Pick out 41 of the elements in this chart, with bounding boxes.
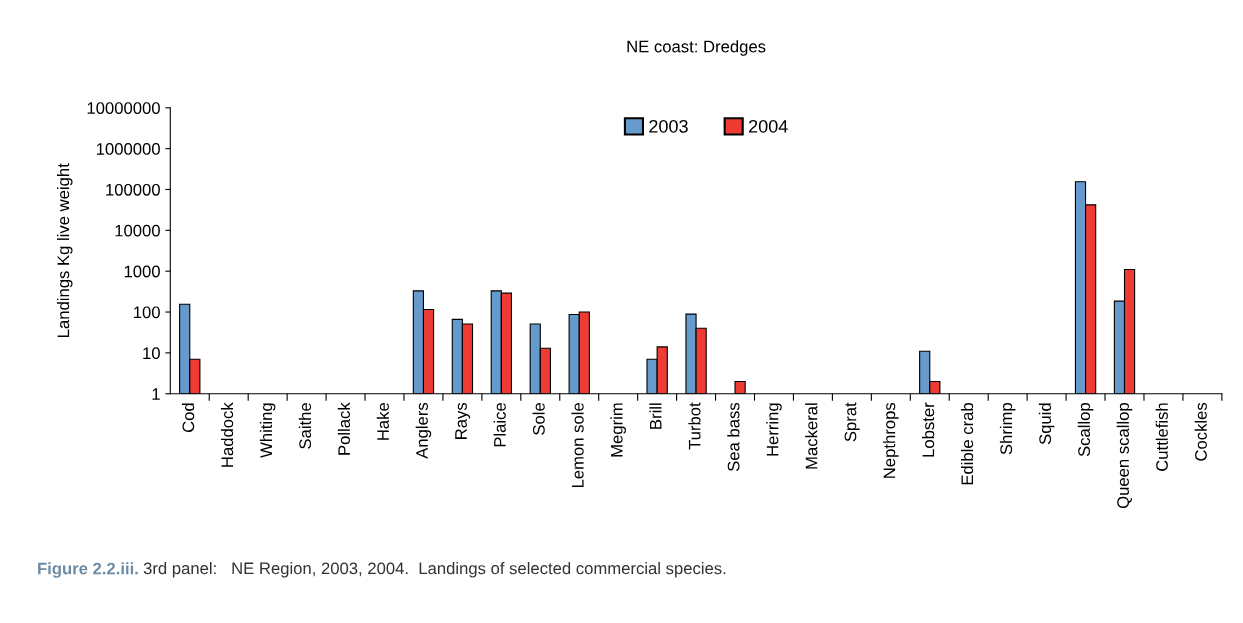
- chart-title: NE coast: Dredges: [627, 40, 766, 56]
- x-tick-label: Scallop: [1077, 403, 1094, 457]
- x-tick-label: Anglers: [415, 402, 432, 459]
- x-tick-label: Sprat: [844, 402, 860, 442]
- y-tick-label: 100000: [106, 183, 160, 196]
- legend-label: 2003: [649, 119, 688, 133]
- x-tick-label: Saithe: [298, 403, 312, 449]
- y-tick-label: 10000: [115, 224, 160, 237]
- x-tick-label: Megrim: [610, 403, 626, 457]
- text: 3rd panel: NE Region, 2003, 2004. Landings of selected commercial species.: [143, 562, 726, 578]
- y-tick-label: 1000000: [96, 143, 160, 155]
- y-axis-title: Landings Kg live weight: [57, 163, 73, 337]
- x-tick-label: Mackeral: [805, 403, 818, 469]
- x-tick-label: Cod: [182, 403, 195, 433]
- x-tick-label: Haddock: [220, 402, 234, 467]
- x-tick-label: Pollack: [337, 402, 351, 455]
- x-tick-label: Cockles: [1194, 402, 1207, 461]
- y-tick-label: 10: [143, 347, 160, 360]
- x-tick-label: Cuttlefish: [1155, 403, 1168, 471]
- x-tick-label: Nepthrops: [883, 402, 899, 478]
- y-tick-label: 1000: [124, 265, 160, 278]
- x-tick-label: Edible crab: [960, 403, 974, 485]
- y-tick-label: 10000000: [87, 102, 160, 114]
- x-tick-label: Rays: [455, 402, 471, 439]
- x-tick-label: Turbot: [688, 402, 701, 450]
- x-tick-label: Squid: [1038, 403, 1055, 445]
- x-tick-label: Queen scallop: [1116, 403, 1133, 509]
- y-tick-label: 1: [152, 388, 160, 400]
- x-tick-label: Whiting: [259, 403, 276, 458]
- x-tick-label: Shrimp: [999, 403, 1016, 455]
- x-tick-label: Herring: [766, 403, 782, 456]
- y-tick-label: 100: [134, 306, 160, 319]
- x-tick-label: Hake: [376, 403, 389, 440]
- x-tick-label: Lemon sole: [571, 403, 584, 488]
- x-tick-label: Sea bass: [727, 402, 740, 472]
- x-tick-label: Lobster: [922, 402, 935, 457]
- caption: Figure 2.2.iii.: [38, 562, 138, 578]
- x-tick-label: Brill: [649, 403, 662, 429]
- x-tick-label: Sole: [532, 403, 545, 435]
- x-tick-label: Plaice: [493, 403, 506, 447]
- legend-label: 2004: [749, 119, 788, 133]
